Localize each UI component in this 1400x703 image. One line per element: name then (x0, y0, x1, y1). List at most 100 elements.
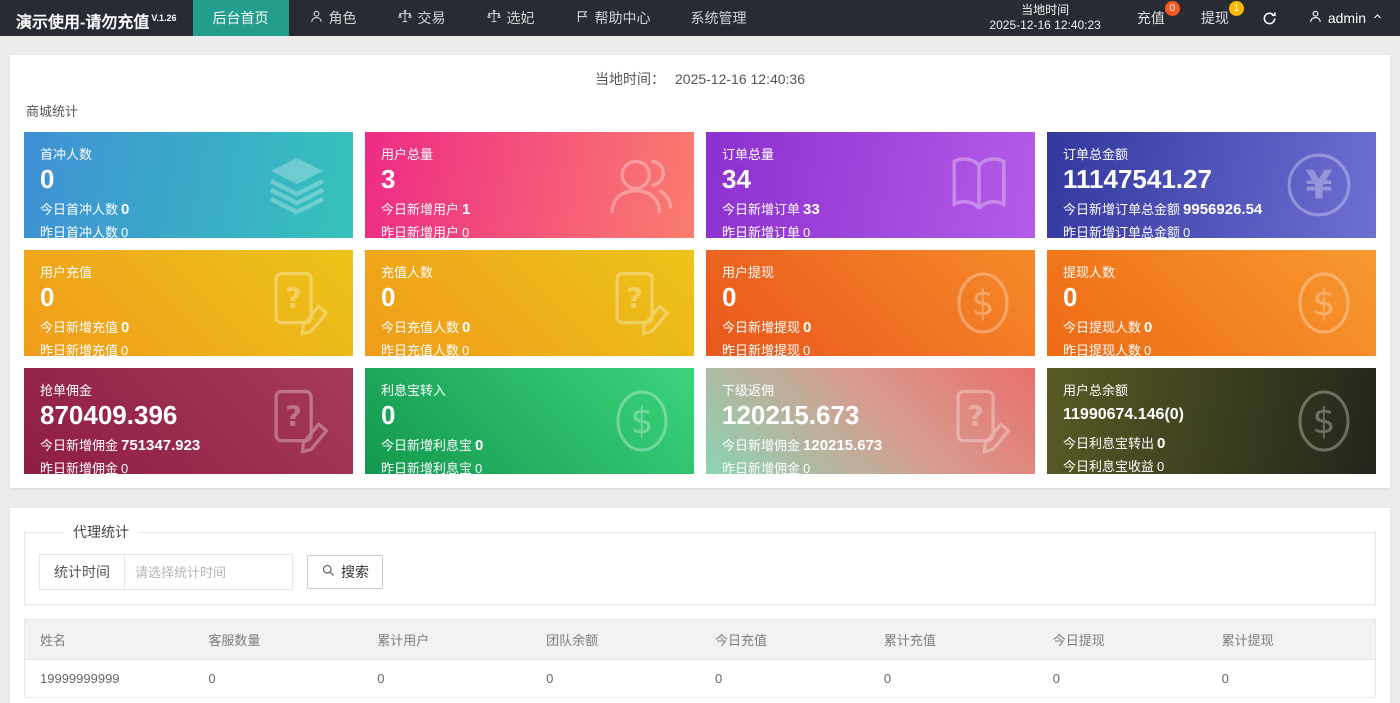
cell-total-recharge: 0 (868, 659, 1038, 698)
withdraw-link[interactable]: 提现 1 (1183, 0, 1247, 36)
nav-item-trade[interactable]: 交易 (377, 0, 466, 36)
card-title: 利息宝转入 (381, 383, 447, 398)
main-nav: 后台首页 角色 交易 选妃 帮助中心 系统管理 (192, 0, 767, 36)
card-line-value: 0 (121, 200, 130, 218)
section-title-mall-stats: 商城统计 (26, 104, 79, 119)
search-icon (321, 563, 336, 581)
agent-fieldset: 代理统计 统计时间 搜索 (24, 522, 1376, 605)
card-line-label: 昨日新增用户 (381, 224, 460, 238)
card-line-value: 0 (121, 342, 129, 356)
card-value: 870409.396 (40, 400, 178, 430)
user-menu[interactable]: admin (1292, 0, 1400, 36)
th-name: 姓名 (24, 619, 194, 660)
svg-text:?: ? (626, 282, 643, 315)
th-total-withdraw: 累计提现 (1206, 619, 1376, 660)
nav-item-select[interactable]: 选妃 (466, 0, 555, 36)
card-value: 11147541.27 (1063, 164, 1212, 194)
card-value: 0 (40, 282, 55, 312)
svg-text:$: $ (972, 283, 995, 324)
recharge-link[interactable]: 充值 0 (1119, 0, 1183, 36)
card-line-value: 0 (1157, 459, 1165, 474)
card-value: 0 (381, 400, 396, 430)
stat-time-input[interactable] (125, 554, 293, 590)
app-logo[interactable]: 演示使用-请勿充值 V.1.26 (0, 0, 193, 36)
withdraw-badge: 1 (1228, 1, 1244, 16)
card-line-value: 33 (803, 200, 820, 218)
card-line-label: 今日新增提现 (722, 319, 801, 335)
card-total-users: 用户总量 3 今日新增用户 1 昨日新增用户 0 (365, 132, 694, 238)
nav-item-label: 后台首页 (212, 10, 269, 26)
nav-item-help-center[interactable]: 帮助中心 (555, 0, 671, 36)
top-navbar: 演示使用-请勿充值 V.1.26 后台首页 角色 交易 选妃 帮助中心 (0, 0, 1400, 36)
svg-text:$: $ (1313, 401, 1336, 442)
chevron-up-icon (1371, 10, 1384, 26)
card-line-label: 昨日新增充值 (40, 342, 119, 356)
svg-text:?: ? (285, 282, 302, 315)
card-line-label: 昨日提现人数 (1063, 342, 1142, 356)
table-row: 19999999999 0 0 0 0 0 0 0 (24, 659, 1376, 698)
card-value: 11990674.146(0) (1063, 406, 1184, 423)
svg-text:?: ? (285, 400, 302, 433)
users-icon (602, 149, 674, 221)
card-title: 提现人数 (1063, 265, 1116, 280)
person-icon (309, 9, 324, 27)
card-line-label: 今日新增订单总金额 (1063, 201, 1181, 217)
card-subordinate-rebate: 下级返佣 120215.673 今日新增佣金 120215.673 昨日新增佣金 0… (706, 368, 1035, 474)
nav-item-roles[interactable]: 角色 (289, 0, 377, 36)
card-line-value: 0 (1144, 342, 1152, 356)
card-line-label: 昨日首冲人数 (40, 224, 119, 238)
th-total-users: 累计用户 (362, 619, 532, 660)
card-title: 用户总量 (381, 147, 434, 162)
nav-item-home[interactable]: 后台首页 (192, 0, 289, 36)
card-line-label: 昨日新增订单总金额 (1063, 224, 1181, 238)
card-line-label: 今日新增订单 (722, 201, 801, 217)
card-value: 0 (1063, 282, 1078, 312)
card-line-label: 今日新增佣金 (722, 437, 801, 453)
th-service-count: 客服数量 (193, 619, 363, 660)
card-value: 120215.673 (722, 400, 860, 430)
card-line-label: 今日新增利息宝 (381, 437, 473, 453)
card-line-label: 今日首冲人数 (40, 201, 119, 217)
card-line-value: 0 (121, 460, 129, 474)
card-value: 34 (722, 164, 751, 194)
navbar-local-time: 当地时间 2025-12-16 12:40:23 (971, 0, 1118, 36)
user-icon (1308, 9, 1323, 27)
app-title: 演示使用-请勿充值 (16, 14, 150, 32)
doc-question-edit-icon: ? (263, 267, 333, 339)
card-line-value: 0 (803, 460, 811, 474)
card-title: 用户提现 (722, 265, 775, 280)
card-line-value: 0 (121, 224, 129, 238)
panel-local-time: 当地时间： 2025-12-16 12:40:36 (24, 61, 1376, 99)
card-title: 用户总余额 (1063, 383, 1129, 398)
scales-icon (486, 9, 502, 28)
card-line-value: 0 (1157, 435, 1166, 453)
cell-today-withdraw: 0 (1037, 659, 1207, 698)
card-title: 订单总金额 (1063, 147, 1129, 162)
th-team-balance: 团队余额 (531, 619, 700, 660)
nav-item-label: 系统管理 (690, 10, 747, 26)
cell-name: 19999999999 (24, 659, 194, 698)
stat-time-label: 统计时间 (39, 554, 125, 590)
doc-question-edit-icon: ? (945, 385, 1015, 457)
card-line-value: 0 (462, 318, 471, 336)
dollar-circle-icon: $ (610, 384, 674, 458)
card-line-label: 昨日新增佣金 (40, 460, 119, 474)
card-value: 0 (381, 282, 396, 312)
refresh-icon[interactable] (1247, 0, 1292, 36)
card-line-label: 昨日新增佣金 (722, 460, 801, 474)
card-recharge-user-count: 充值人数 0 今日充值人数 0 昨日充值人数 0 ? (365, 250, 694, 356)
svg-text:?: ? (967, 400, 984, 433)
table-header-row: 姓名 客服数量 累计用户 团队余额 今日充值 累计充值 今日提现 累计提现 (24, 619, 1376, 660)
nav-item-system[interactable]: 系统管理 (671, 0, 767, 36)
cell-service-count: 0 (193, 659, 363, 698)
card-line-value: 0 (475, 436, 484, 454)
card-line-label: 昨日新增利息宝 (381, 460, 473, 474)
card-first-charge-count: 首冲人数 0 今日首冲人数 0 昨日首冲人数 0 (24, 132, 353, 238)
doc-question-edit-icon: ? (604, 267, 674, 339)
card-line-label: 今日利息宝转出 (1063, 436, 1155, 452)
cell-total-withdraw: 0 (1206, 659, 1376, 698)
card-interest-transfer-in: 利息宝转入 0 今日新增利息宝 0 昨日新增利息宝 0 $ (365, 368, 694, 474)
app-version: V.1.26 (151, 13, 177, 23)
search-button[interactable]: 搜索 (307, 555, 383, 589)
